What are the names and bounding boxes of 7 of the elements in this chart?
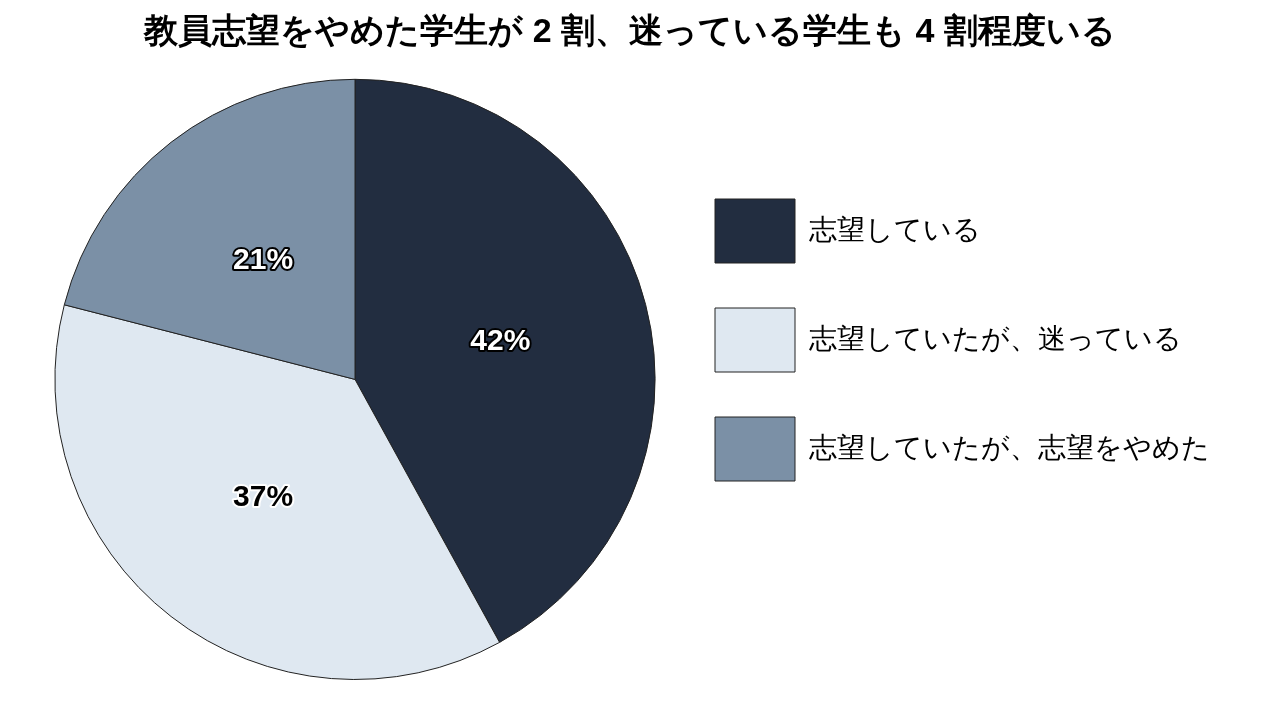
- data-label: 42%: [470, 323, 531, 357]
- data-label: 21%: [233, 242, 294, 276]
- legend-label: 志望していたが、迷っている: [809, 322, 1182, 354]
- data-label: 37%: [233, 479, 294, 513]
- chart-title: 教員志望をやめた学生が 2 割、迷っている学生も 4 割程度いる: [143, 10, 1116, 49]
- legend-label: 志望している: [809, 213, 981, 245]
- legend-label: 志望していたが、志望をやめた: [809, 431, 1210, 463]
